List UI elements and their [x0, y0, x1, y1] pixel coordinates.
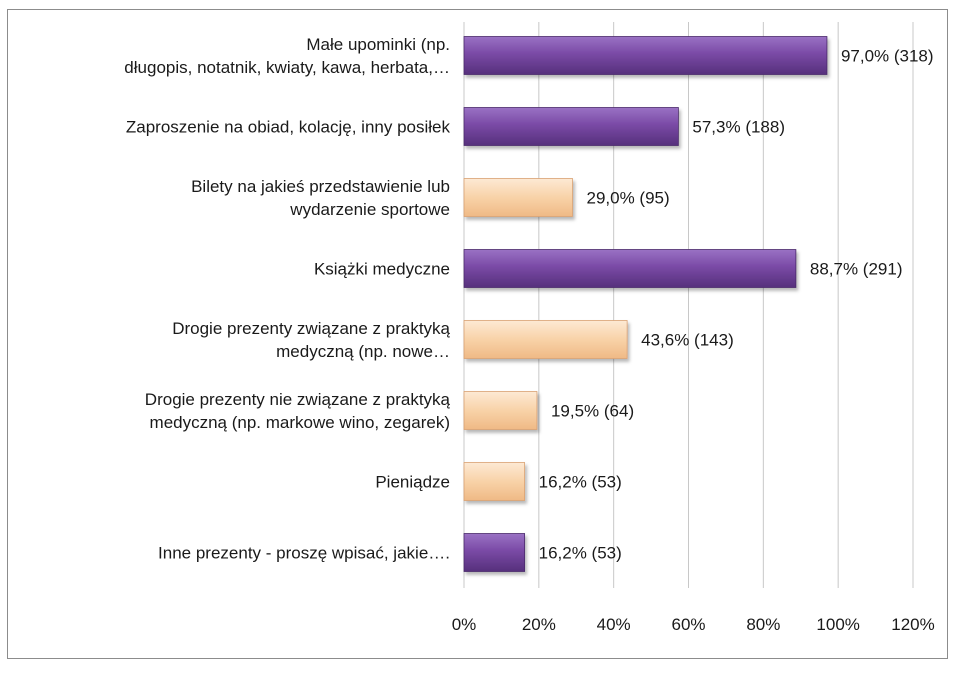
bar — [463, 391, 538, 430]
data-label: 57,3% (188) — [692, 118, 785, 137]
bar — [463, 178, 573, 217]
bar — [463, 462, 526, 501]
category-label: Zaproszenie na obiad, kolację, inny posi… — [126, 118, 451, 137]
bar — [463, 320, 628, 359]
category-label: Inne prezenty - proszę wpisać, jakie…. — [158, 544, 450, 563]
bar — [463, 533, 526, 572]
bars — [463, 36, 828, 572]
data-label: 19,5% (64) — [551, 402, 634, 421]
x-tick-label: 0% — [452, 615, 477, 634]
bar — [463, 36, 828, 75]
bar-chart: Małe upominki (np. długopis, notatnik, kw… — [124, 22, 935, 634]
category-labels: Małe upominki (np. długopis, notatnik, kw… — [124, 35, 450, 563]
x-tick-label: 100% — [816, 615, 859, 634]
category-label: Książki medyczne — [314, 260, 450, 279]
data-label: 16,2% (53) — [539, 544, 622, 563]
data-label: 43,6% (143) — [641, 331, 734, 350]
x-tick-label: 60% — [671, 615, 705, 634]
category-label: Drogie prezenty nie związane z praktyką m… — [145, 390, 451, 432]
x-tick-label: 120% — [891, 615, 934, 634]
data-label: 16,2% (53) — [539, 473, 622, 492]
bar — [463, 107, 679, 146]
data-label: 29,0% (95) — [587, 189, 670, 208]
data-label: 88,7% (291) — [810, 260, 903, 279]
gridlines — [463, 22, 914, 588]
data-label: 97,0% (318) — [841, 47, 934, 66]
x-axis-ticks: 0% 20% 40% 60% 80% 100% 120% — [452, 615, 935, 634]
x-tick-label: 80% — [746, 615, 780, 634]
x-tick-label: 40% — [597, 615, 631, 634]
x-tick-label: 20% — [522, 615, 556, 634]
category-label: Małe upominki (np. długopis, notatnik, kw… — [124, 35, 450, 77]
category-label: Drogie prezenty związane z praktyką medyc… — [172, 319, 450, 361]
bar — [463, 249, 797, 288]
category-label: Bilety na jakieś przedstawienie lub wydar… — [191, 177, 450, 219]
data-labels: 97,0% (318) 57,3% (188) 29,0% (95) 88,7% (2… — [539, 47, 934, 563]
chart-frame: Małe upominki (np. długopis, notatnik, kw… — [7, 9, 948, 659]
category-label: Pieniądze — [375, 473, 450, 492]
